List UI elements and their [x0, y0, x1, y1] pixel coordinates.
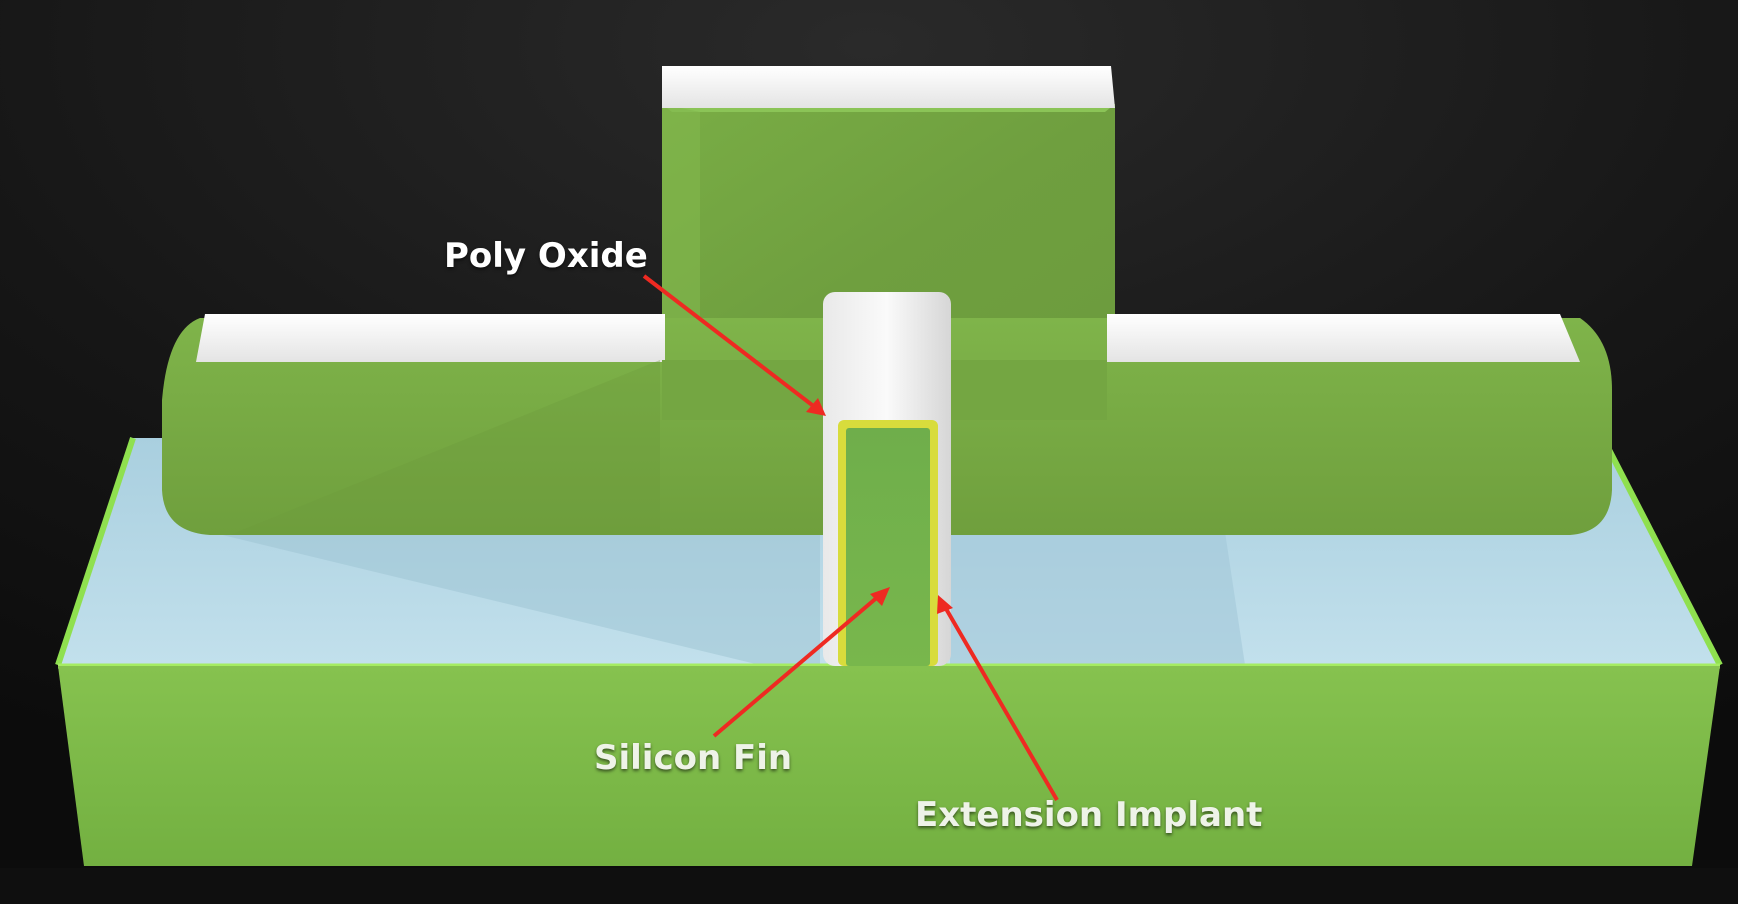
poly-oxide-label: Poly Oxide [444, 236, 648, 276]
substrate-edge-left [55, 437, 136, 666]
gate-bar-cap-left [196, 314, 665, 362]
callout-arrows [642, 274, 1059, 802]
silicon-fin-arrow [712, 587, 890, 738]
silicon-fin-core [846, 428, 930, 666]
gate-bar-cap-right [1107, 314, 1580, 362]
substrate-edge-right [1600, 436, 1723, 667]
poly-oxide-arrow [642, 274, 826, 416]
extension-implant-label: Extension Implant [915, 795, 1263, 835]
gate-bar-shade [230, 360, 660, 535]
floor-shadow [0, 868, 1738, 904]
oxide-shadow-right [950, 532, 1245, 665]
silicon-fin-label: Silicon Fin [594, 738, 793, 778]
gate-tower-cap [662, 66, 1115, 108]
oxide-shadow-left [210, 532, 820, 665]
substrate-front-face [58, 666, 1720, 866]
extension-implant-arrow [937, 595, 1059, 802]
